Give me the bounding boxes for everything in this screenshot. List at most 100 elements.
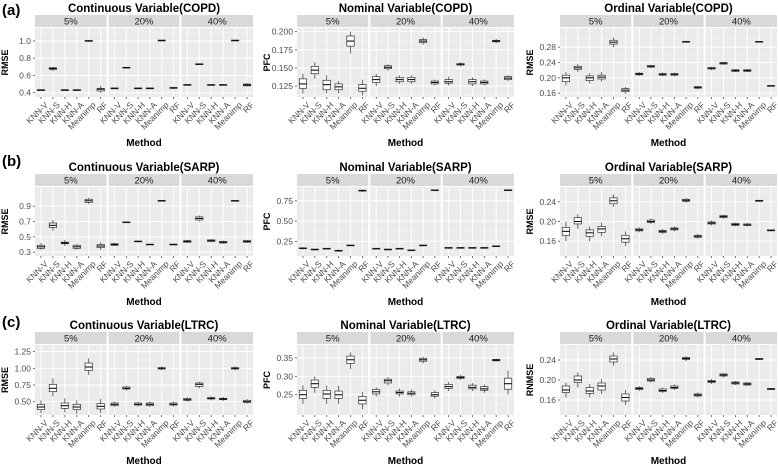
facet-strip bbox=[297, 15, 369, 27]
panel-title: Nominal Variable(LTRC) bbox=[340, 320, 470, 332]
chart-panel: Ordinal Variable(LTRC) RNMSE 0.16 0.20 0.24 M… bbox=[525, 320, 778, 464]
panel-title: Continuous Variable(COPD) bbox=[68, 3, 220, 15]
y-axis-label: PFC bbox=[262, 212, 272, 231]
y-axis-label: RMSE bbox=[0, 367, 10, 393]
y-tick-label: 0.20 bbox=[539, 375, 556, 385]
plot-background bbox=[297, 28, 369, 97]
facet-strip bbox=[442, 332, 514, 344]
x-tick-label: RF bbox=[502, 259, 517, 274]
facet-strip bbox=[297, 332, 369, 344]
y-tick-label: 0.24 bbox=[539, 58, 556, 68]
plot-background bbox=[297, 345, 369, 415]
y-tick-label: 0.9 bbox=[19, 201, 31, 211]
y-tick-label: 0.16 bbox=[539, 236, 556, 246]
y-tick-label: 0.6 bbox=[19, 70, 31, 80]
x-axis-title: Method bbox=[388, 456, 424, 464]
facet-label: 5% bbox=[326, 17, 340, 28]
y-tick-label: 0.125 bbox=[272, 81, 294, 91]
plot-background bbox=[181, 28, 253, 97]
facet-strip bbox=[108, 332, 180, 344]
y-tick-label: 0.25 bbox=[276, 236, 293, 246]
y-tick-label: 0.16 bbox=[539, 88, 556, 98]
facet-strip bbox=[633, 332, 704, 344]
y-tick-label: 0.50 bbox=[276, 216, 293, 226]
panel-title: Nominal Variable(COPD) bbox=[339, 3, 473, 15]
y-axis-label: RMSE bbox=[0, 49, 10, 75]
facet-label: 20% bbox=[396, 334, 416, 345]
y-tick-label: 0.24 bbox=[539, 355, 556, 365]
row-label: (c) bbox=[2, 314, 20, 331]
y-axis-label: RMSE bbox=[525, 208, 535, 234]
facet-strip bbox=[108, 15, 180, 27]
y-tick-label: 1.25 bbox=[14, 347, 31, 357]
facet-strip bbox=[370, 174, 441, 186]
facet-strip bbox=[633, 15, 704, 27]
facet-strip bbox=[297, 174, 369, 186]
chart-panel: Continuous Variable(SARP) RMSE 0.3 0.5 0.7 0.… bbox=[0, 162, 256, 308]
x-tick-label: RF bbox=[502, 100, 517, 115]
y-tick-label: 0.200 bbox=[272, 27, 294, 37]
chart-panel: Nominal Variable(SARP) PFC 0.25 0.50 0.75 Met… bbox=[262, 162, 517, 308]
plot-background bbox=[35, 345, 107, 415]
y-tick-label: 0.4 bbox=[19, 88, 31, 98]
panel-title: Ordinal Variable(LTRC) bbox=[606, 320, 731, 332]
plot-background bbox=[370, 345, 441, 415]
x-tick-label: RF bbox=[241, 100, 256, 115]
facet-label: 40% bbox=[208, 176, 228, 187]
facet-strip bbox=[560, 15, 632, 27]
x-axis-title: Method bbox=[126, 456, 162, 464]
facet-strip bbox=[442, 15, 514, 27]
facet-label: 40% bbox=[469, 17, 489, 28]
panel-title: Continuous Variable(LTRC) bbox=[70, 320, 219, 332]
facet-label: 5% bbox=[589, 334, 603, 345]
y-axis-label: RMSE bbox=[525, 49, 535, 75]
row-label: (b) bbox=[2, 153, 21, 170]
x-axis-title: Method bbox=[126, 138, 162, 149]
y-tick-label: 1.0 bbox=[19, 36, 31, 46]
y-tick-label: 0.35 bbox=[276, 353, 293, 363]
x-axis-title: Method bbox=[388, 138, 424, 149]
facet-strip bbox=[35, 332, 107, 344]
plot-background bbox=[370, 28, 441, 97]
x-tick-label: RF bbox=[241, 418, 256, 433]
facet-label: 20% bbox=[134, 176, 154, 187]
chart-panel: Ordinal Variable(COPD) RMSE 0.16 0.20 0.24 0.… bbox=[525, 3, 778, 149]
chart-panel: Nominal Variable(LTRC) PFC 0.25 0.30 0.35 Met… bbox=[262, 320, 517, 464]
x-tick-label: RF bbox=[765, 418, 778, 433]
facet-label: 5% bbox=[64, 334, 78, 345]
plot-background bbox=[442, 28, 514, 97]
y-tick-label: 1.00 bbox=[14, 363, 31, 373]
facet-label: 5% bbox=[589, 17, 603, 28]
facet-label: 20% bbox=[659, 176, 679, 187]
box-iqr bbox=[561, 385, 570, 393]
panel-title: Ordinal Variable(SARP) bbox=[605, 162, 732, 174]
x-axis-title: Method bbox=[126, 297, 162, 308]
y-tick-label: 0.28 bbox=[539, 42, 556, 52]
facet-strip bbox=[181, 15, 253, 27]
facet-label: 40% bbox=[469, 176, 489, 187]
y-tick-label: 0.24 bbox=[539, 197, 556, 207]
facet-label: 5% bbox=[64, 176, 78, 187]
facet-strip bbox=[181, 174, 253, 186]
x-axis-title: Method bbox=[651, 297, 687, 308]
facet-strip bbox=[633, 174, 704, 186]
y-tick-label: 0.3 bbox=[19, 247, 31, 257]
facet-strip bbox=[442, 174, 514, 186]
chart-panel: Ordinal Variable(SARP) RMSE 0.16 0.20 0.24 Me… bbox=[525, 162, 778, 308]
facet-strip bbox=[35, 174, 107, 186]
facet-label: 20% bbox=[134, 17, 154, 28]
plot-background bbox=[35, 28, 107, 97]
y-tick-label: 0.25 bbox=[276, 390, 293, 400]
facet-label: 20% bbox=[396, 17, 416, 28]
y-axis-label: RNMSE bbox=[525, 364, 535, 397]
y-tick-label: 0.50 bbox=[14, 397, 31, 407]
panel-title: Ordinal Variable(COPD) bbox=[604, 3, 733, 15]
facet-label: 20% bbox=[134, 334, 154, 345]
x-axis-title: Method bbox=[651, 138, 687, 149]
y-axis-label: PFC bbox=[262, 370, 272, 389]
facet-label: 20% bbox=[659, 17, 679, 28]
y-tick-label: 0.75 bbox=[14, 380, 31, 390]
panel-title: Continuous Variable(SARP) bbox=[69, 162, 220, 174]
plot-background bbox=[108, 28, 180, 97]
